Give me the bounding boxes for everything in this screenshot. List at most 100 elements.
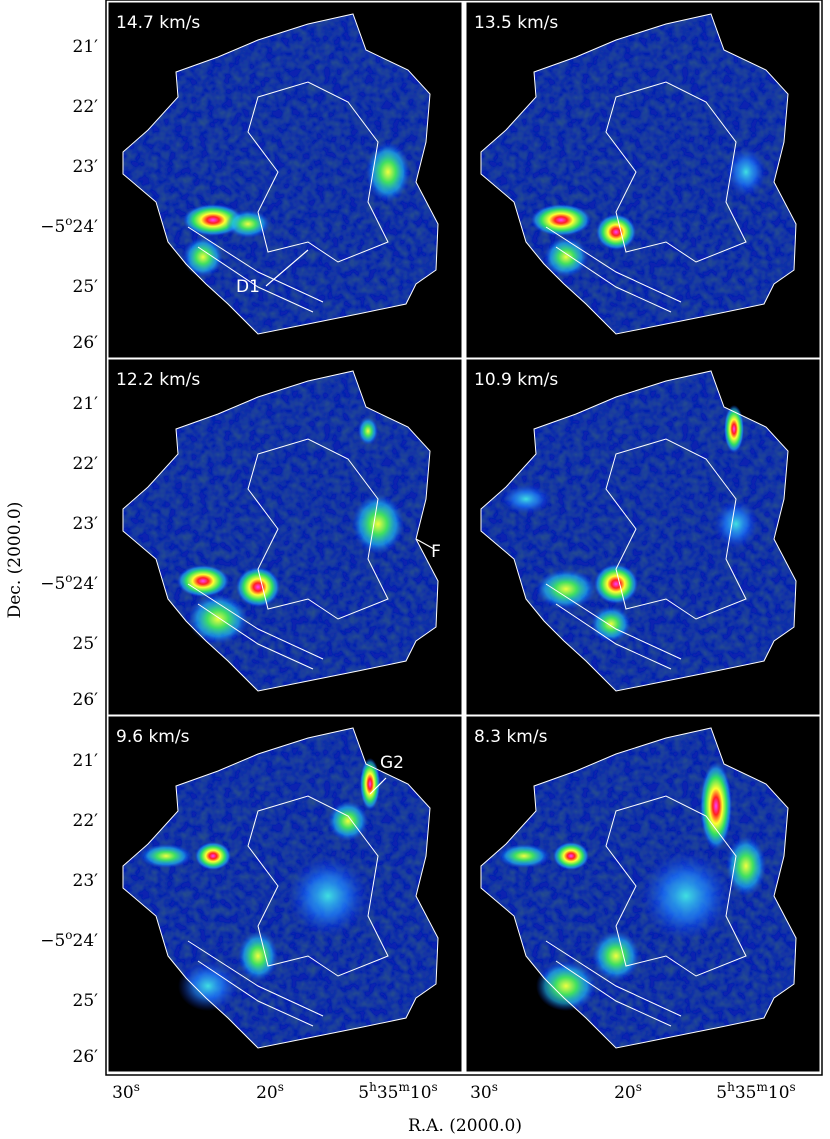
contour (605, 795, 747, 977)
emission-peak (183, 237, 223, 277)
tick-label-part: 10 (768, 1083, 790, 1103)
tick-label-part: s (636, 1080, 642, 1094)
tick-label-part: −5 (40, 217, 65, 237)
tick-label: 21′ (73, 394, 99, 414)
tick-label-part: 21′ (73, 37, 99, 57)
tick-label-part: 25′ (73, 634, 99, 654)
tick-label: 23′ (73, 514, 99, 534)
contour (480, 13, 797, 335)
tick-label-part: 35 (735, 1083, 757, 1103)
channel-map: 9.6 km/s G2 (107, 715, 463, 1073)
tick-label: 26′ (73, 1047, 99, 1067)
tick-label-part: 26′ (73, 690, 99, 710)
contour (122, 370, 439, 692)
tick-label-part: 30 (470, 1083, 492, 1103)
emission-peak (288, 856, 368, 936)
tick-label-part: 24′ (73, 574, 99, 594)
velocity-label: 13.5 km/s (474, 13, 558, 33)
channel-map: 13.5 km/s (465, 1, 821, 359)
emission-peak (594, 564, 638, 604)
contour (545, 583, 682, 670)
tick-label-part: s (492, 1080, 498, 1094)
tick-label: 25′ (73, 277, 99, 297)
tick-label: 23′ (73, 871, 99, 891)
tick-label: 22′ (73, 811, 99, 831)
emission-peak (140, 844, 192, 868)
tick-label-part: s (432, 1080, 438, 1094)
tick-label-part: 26′ (73, 333, 99, 353)
velocity-label: 10.9 km/s (474, 370, 558, 390)
tick-label: 5h35m10s (358, 1080, 437, 1103)
tick-label-part: 25′ (73, 277, 99, 297)
annotation-line (265, 249, 309, 287)
contour (605, 438, 747, 620)
tick-label-part: s (278, 1080, 284, 1094)
tick-label: 25′ (73, 634, 99, 654)
emission-peak (714, 499, 758, 549)
tick-label-part: 25′ (73, 991, 99, 1011)
emission-peak (177, 565, 229, 597)
tick-label-part: 35 (377, 1083, 399, 1103)
tick-label-part: s (134, 1080, 140, 1094)
tick-label-part: 21′ (73, 394, 99, 414)
tick-label: 20s (614, 1080, 642, 1103)
contour (122, 727, 439, 1049)
emission-peak (195, 842, 231, 870)
velocity-label: 12.2 km/s (116, 370, 200, 390)
tick-label-part: 24′ (73, 931, 99, 951)
tick-label-part: 26′ (73, 1047, 99, 1067)
contour (247, 795, 389, 977)
tick-label-part: −5 (40, 574, 65, 594)
tick-label-part: 5 (358, 1083, 369, 1103)
tick-label-part: h (727, 1080, 735, 1094)
tick-label-part: 22′ (73, 97, 99, 117)
velocity-label: 14.7 km/s (116, 13, 200, 33)
channel-map: 8.3 km/s (465, 715, 821, 1073)
tick-label-part: o (65, 571, 72, 585)
tick-label: −5o24′ (40, 928, 98, 951)
tick-label: 26′ (73, 690, 99, 710)
emission-peak (236, 567, 280, 607)
tick-label: 22′ (73, 97, 99, 117)
emission-peak (536, 569, 596, 609)
tick-label: 20s (256, 1080, 284, 1103)
emission-peak (498, 844, 550, 868)
x-axis-label: R.A. (2000.0) (408, 1116, 522, 1136)
tick-label: 21′ (73, 751, 99, 771)
tick-label-part: 21′ (73, 751, 99, 771)
tick-label: 23′ (73, 157, 99, 177)
tick-label-part: 23′ (73, 514, 99, 534)
contour (122, 13, 439, 335)
tick-label-part: 30 (112, 1083, 134, 1103)
contour (545, 226, 682, 313)
channel-map: 10.9 km/s (465, 358, 821, 716)
annotation: D1 (236, 277, 260, 297)
contour (187, 940, 324, 1027)
contour (605, 81, 747, 263)
annotation: G2 (380, 753, 404, 773)
velocity-label: 8.3 km/s (474, 727, 548, 747)
tick-label: 5h35m10s (716, 1080, 795, 1103)
tick-label: −5o24′ (40, 214, 98, 237)
tick-label-part: 22′ (73, 811, 99, 831)
tick-label-part: −5 (40, 931, 65, 951)
tick-label-part: 5 (716, 1083, 727, 1103)
emission-peak (596, 214, 636, 250)
emission-peak (726, 147, 766, 197)
emission-peak (724, 405, 744, 453)
velocity-label: 9.6 km/s (116, 727, 190, 747)
tick-label-part: 22′ (73, 454, 99, 474)
tick-label-part: s (790, 1080, 796, 1094)
contour (187, 583, 324, 670)
tick-label: 26′ (73, 333, 99, 353)
tick-label: 30s (112, 1080, 140, 1103)
contour (480, 727, 797, 1049)
contour (247, 438, 389, 620)
channel-map: 14.7 km/s D1 (107, 1, 463, 359)
contour (247, 81, 389, 263)
tick-label-part: 10 (410, 1083, 432, 1103)
tick-label: 22′ (73, 454, 99, 474)
tick-label: 25′ (73, 991, 99, 1011)
emission-peak (366, 142, 410, 202)
